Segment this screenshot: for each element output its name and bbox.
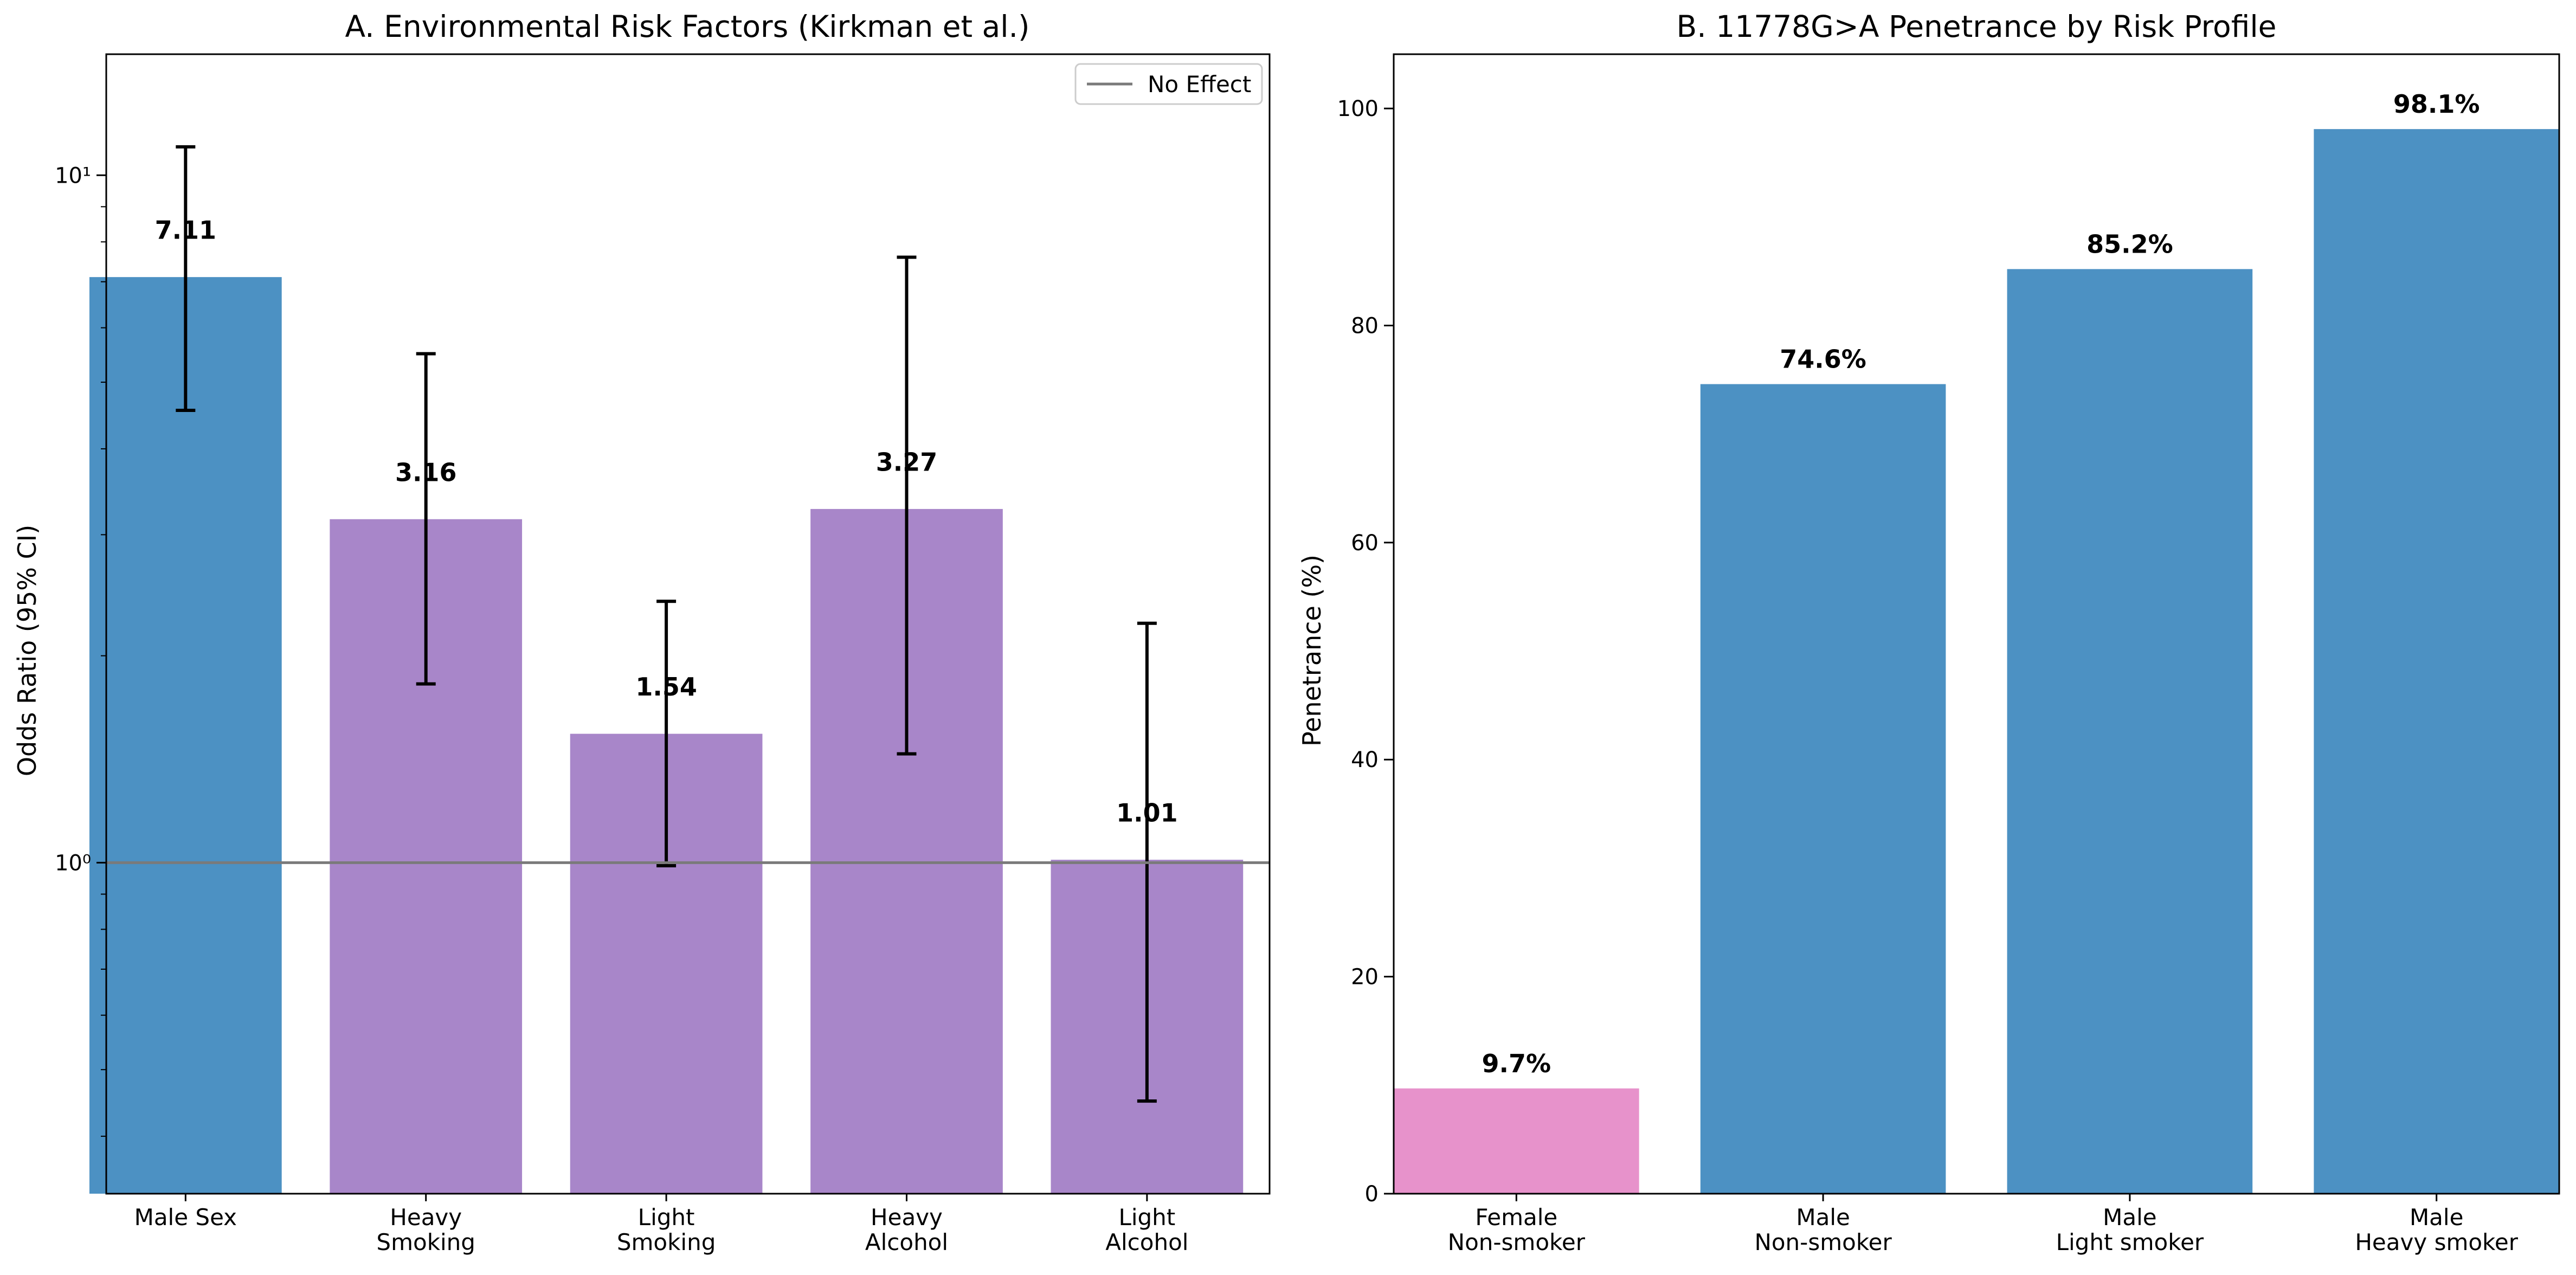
chart-b-frame (1393, 53, 2560, 1195)
chart-b-title: B. 11778G>A Penetrance by Risk Profile (1677, 9, 2277, 44)
y-tick-label-0: 0 (1365, 1182, 1379, 1207)
x-tick-label-heavy-smoking-line-1: Heavy (390, 1204, 462, 1231)
y-tick-label-40: 40 (1351, 748, 1379, 772)
value-label-male-non-smoker: 74.6% (1780, 345, 1866, 374)
x-tick-label-heavy-alcohol-line-1: Heavy (871, 1204, 943, 1231)
value-label-male-light-smoker: 85.2% (2086, 229, 2173, 259)
legend-no-effect-label: No Effect (1148, 71, 1251, 98)
x-tick-label-male-non-smoker-line-1: Male (1796, 1204, 1850, 1231)
y-tick-label-100: 100 (1337, 96, 1379, 121)
chart-a-legend: No Effect (1074, 63, 1263, 105)
bar-male-light-smoker (2007, 269, 2253, 1194)
chart-a-y-axis-label: Odds Ratio (95% CI) (12, 525, 42, 776)
x-tick-label-male-heavy-smoker-line-1: Male (2410, 1204, 2463, 1231)
x-tick-label-light-smoking-line-2: Smoking (617, 1229, 716, 1255)
chart-a-frame (105, 53, 1271, 1195)
chart-b: B. 11778G>A Penetrance by Risk Profile P… (1297, 9, 2560, 1255)
bar-male-sex (89, 277, 282, 1194)
bar-female-non-smoker (1394, 1088, 1639, 1194)
y-tick-label-60: 60 (1351, 531, 1379, 556)
x-tick-label-male-non-smoker-line-2: Non-smoker (1754, 1229, 1892, 1255)
y-tick-label-1: 10⁰ (55, 851, 91, 875)
y-tick-label-80: 80 (1351, 313, 1379, 338)
chart-a: A. Environmental Risk Factors (Kirkman e… (12, 9, 1271, 1255)
legend-box (1074, 63, 1263, 105)
bar-male-non-smoker (1700, 384, 1946, 1194)
chart-b-marks: 9.7%FemaleNon-smoker74.6%MaleNon-smoker8… (1337, 89, 2559, 1255)
x-tick-label-male-heavy-smoker-line-2: Heavy smoker (2355, 1229, 2518, 1255)
bar-male-heavy-smoker (2314, 129, 2559, 1194)
x-tick-label-male-sex: Male Sex (134, 1204, 237, 1231)
y-tick-label-10: 10¹ (55, 163, 91, 188)
x-tick-label-male-light-smoker-line-2: Light smoker (2056, 1229, 2204, 1255)
x-tick-label-female-non-smoker-line-1: Female (1475, 1204, 1557, 1231)
x-tick-label-light-alcohol-line-2: Alcohol (1105, 1229, 1188, 1255)
x-tick-label-female-non-smoker-line-2: Non-smoker (1448, 1229, 1586, 1255)
x-tick-label-male-light-smoker-line-1: Male (2103, 1204, 2156, 1231)
chart-b-y-axis-label: Penetrance (%) (1297, 555, 1326, 746)
y-tick-label-20: 20 (1351, 965, 1379, 990)
x-tick-label-light-alcohol-line-1: Light (1118, 1204, 1175, 1231)
x-tick-label-heavy-smoking-line-2: Smoking (376, 1229, 475, 1255)
value-label-male-heavy-smoker: 98.1% (2393, 89, 2480, 119)
x-tick-label-light-smoking-line-1: Light (638, 1204, 695, 1231)
x-tick-label-heavy-alcohol-line-2: Alcohol (865, 1229, 948, 1255)
value-label-female-non-smoker: 9.7% (1482, 1049, 1551, 1078)
chart-a-title: A. Environmental Risk Factors (Kirkman e… (345, 9, 1030, 44)
